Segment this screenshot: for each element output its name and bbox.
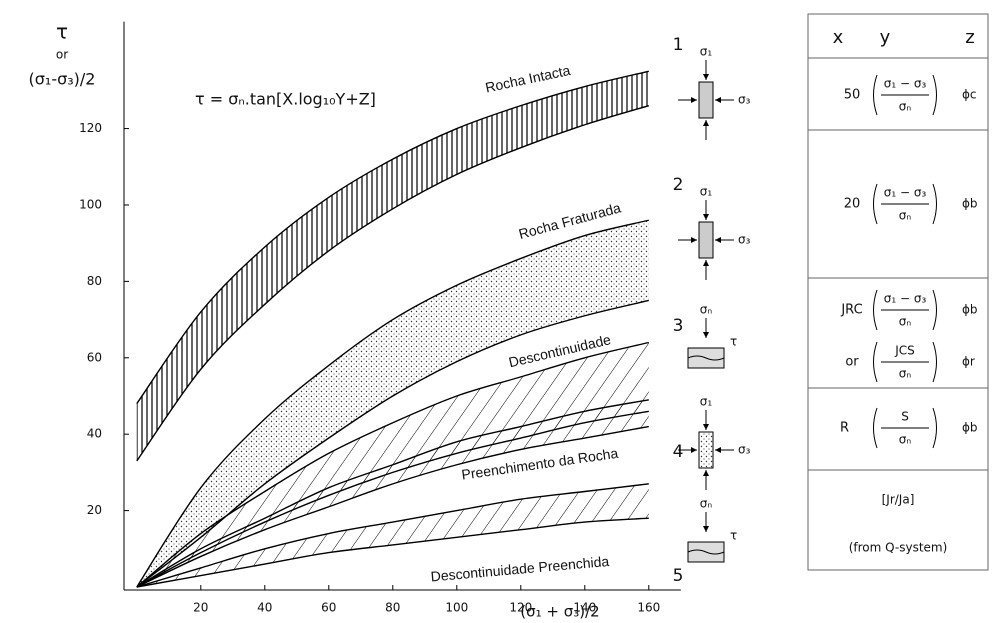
cell-z: ϕr — [962, 355, 975, 369]
x-label: (σ₁ + σ₃)/2 — [520, 603, 599, 621]
paren — [873, 289, 878, 331]
band-upper — [136, 219, 649, 588]
specimen — [698, 221, 714, 259]
plot: 20 40 60 80 100 120 20 40 60 80 100 120 140 160 1 Rocha… — [79, 21, 751, 615]
specimen — [698, 431, 714, 469]
cell-x: 50 — [844, 88, 861, 103]
formula: τ = σₙ.tan[X.log₁₀Y+Z] — [195, 90, 376, 109]
paren — [932, 341, 937, 383]
x-tick-label: 60 — [321, 601, 336, 615]
band-fill — [136, 71, 649, 461]
band-fill — [136, 483, 649, 587]
band-number: 3 — [673, 316, 684, 336]
specimen-label: σ₃ — [738, 93, 751, 107]
paren — [932, 74, 937, 116]
specimen — [698, 81, 714, 119]
cell-x: R — [840, 421, 849, 436]
x-tick-label: 80 — [385, 601, 400, 615]
y-label: or — [56, 48, 68, 62]
cell-num: σ₁ − σ₃ — [884, 77, 927, 91]
x-tick-label: 140 — [573, 601, 596, 615]
cell-num: σ₁ − σ₃ — [884, 292, 927, 306]
cell-z: ϕb — [962, 303, 978, 317]
x-tick-label: 40 — [257, 601, 272, 615]
band-number: 5 — [673, 566, 684, 586]
specimen-joint — [687, 355, 725, 361]
band-lower — [136, 517, 649, 588]
table-note: (from Q-system) — [849, 541, 948, 555]
paren — [873, 183, 878, 225]
cell-z: ϕb — [962, 421, 978, 435]
x-tick-label: 100 — [445, 601, 468, 615]
specimen-joint — [687, 549, 725, 555]
specimen-label: τ — [730, 335, 737, 349]
paren — [932, 183, 937, 225]
y-tick-label: 40 — [87, 427, 102, 441]
cell-num: JCS — [894, 344, 915, 358]
band-upper — [136, 70, 649, 405]
paren — [873, 407, 878, 449]
cell-z: ϕc — [962, 88, 977, 102]
paren — [932, 407, 937, 449]
cell-den: σₙ — [899, 433, 912, 447]
band-number: 2 — [673, 175, 684, 195]
table: x y z 50 σ₁ − σ₃ σₙ ϕc 20 σ₁ − σ₃ σₙ ϕb JRC σ₁ − σ₃ σ… — [807, 13, 989, 571]
band-label: Rocha Intacta — [484, 62, 572, 96]
y-tick-label: 60 — [87, 350, 102, 364]
y-tick-label: 120 — [79, 121, 102, 135]
x-tick-label: 20 — [193, 601, 208, 615]
x-tick-label: 160 — [637, 601, 660, 615]
cell-num: S — [901, 410, 909, 424]
specimen-label: σ₃ — [738, 443, 751, 457]
paren — [873, 74, 878, 116]
specimen-label: σₙ — [700, 497, 713, 511]
table-header: z — [965, 27, 974, 48]
specimen-label: σ₁ — [700, 185, 713, 199]
band-upper — [136, 399, 649, 588]
table-header: x — [833, 27, 844, 48]
cell-den: σₙ — [899, 100, 912, 114]
cell-den: σₙ — [899, 209, 912, 223]
paren — [932, 289, 937, 331]
y-tick-label: 80 — [87, 274, 102, 288]
paren — [873, 341, 878, 383]
specimen-label: σ₁ — [700, 45, 713, 59]
table-note: [Jr/Ja] — [882, 493, 915, 507]
y-label: (σ₁-σ₃)/2 — [29, 70, 96, 89]
band-fill — [136, 399, 649, 587]
band-upper — [136, 483, 649, 588]
band-label: Descontinuidade Preenchida — [430, 553, 610, 585]
table-border — [807, 13, 989, 571]
specimen-label: σₙ — [700, 303, 713, 317]
cell-x: or — [845, 355, 859, 370]
x-tick-label: 120 — [509, 601, 532, 615]
y-tick-label: 20 — [87, 503, 102, 517]
cell-x: JRC — [840, 303, 862, 318]
band-fill — [136, 220, 649, 587]
band-upper — [136, 341, 649, 588]
cell-den: σₙ — [899, 367, 912, 381]
band-number: 1 — [673, 35, 684, 55]
specimen-label: τ — [730, 529, 737, 543]
cell-x: 20 — [844, 197, 861, 212]
band-number: 4 — [673, 442, 684, 462]
band-lower — [136, 425, 649, 588]
specimen-label: σ₁ — [700, 395, 713, 409]
cell-num: σ₁ − σ₃ — [884, 186, 927, 200]
cell-z: ϕb — [962, 197, 978, 211]
table-header: y — [880, 27, 891, 48]
cell-den: σₙ — [899, 315, 912, 329]
band-lower — [136, 104, 650, 462]
specimen-label: σ₃ — [738, 233, 751, 247]
y-label: τ — [56, 20, 68, 44]
y-tick-label: 100 — [79, 197, 102, 211]
